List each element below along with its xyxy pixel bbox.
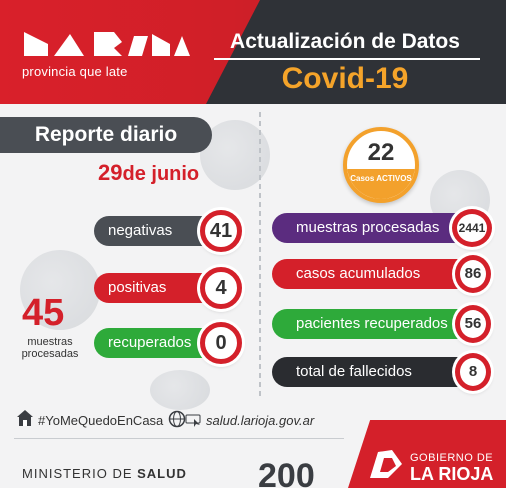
samples-count: 45 [22, 292, 65, 334]
ministry-prefix: MINISTERIO DE [22, 466, 138, 481]
total-pill-fallecidos: total de fallecidos [272, 357, 472, 387]
samples-label: muestras procesadas [21, 336, 79, 360]
daily-value-negativas: 41 [200, 210, 242, 252]
date-month: de junio [122, 163, 200, 185]
daily-value-positivas: 4 [200, 267, 242, 309]
daily-label: positivas [108, 279, 167, 296]
ministry-name: MINISTERIO DE SALUD [22, 466, 187, 481]
daily-label: recuperados [108, 334, 192, 351]
total-label: total de fallecidos [296, 363, 412, 380]
ministry-bold: SALUD [137, 466, 187, 481]
header-banner [0, 0, 506, 104]
header-dark-panel [206, 0, 506, 104]
column-divider [259, 112, 261, 397]
gobierno-name: LA RIOJA [410, 464, 494, 484]
la-rioja-logo: provincia que late [22, 26, 192, 82]
total-pill-casos: casos acumulados [272, 259, 472, 289]
virus-decoration [150, 370, 210, 410]
active-cases-label: Casos ACTIVOS [347, 169, 415, 199]
total-value-casos: 86 [455, 255, 491, 293]
gobierno-logo-icon [370, 450, 402, 478]
title-underline [214, 58, 480, 60]
report-title: Reporte diario [0, 117, 212, 153]
footer-divider [14, 438, 344, 439]
globe-icon [168, 410, 201, 428]
active-cases-badge: 22 Casos ACTIVOS [343, 127, 419, 203]
la-rioja-logo-mark-icon [24, 32, 190, 56]
total-value-fallecidos: 8 [455, 353, 491, 391]
date-day: 29 [98, 160, 123, 185]
total-label: pacientes recuperados [296, 315, 448, 332]
hashtag: #YoMeQuedoEnCasa [38, 413, 164, 428]
total-label: casos acumulados [296, 265, 421, 282]
report-date: 29de junio [98, 160, 199, 186]
anniversary-logo: 200 [258, 457, 315, 488]
house-icon [17, 410, 33, 426]
total-pill-recuperados: pacientes recuperados [272, 309, 472, 339]
website-link[interactable]: salud.larioja.gov.ar [206, 413, 315, 428]
gobierno-label: GOBIERNO DE [410, 452, 494, 464]
tagline: provincia que late [22, 64, 128, 79]
daily-value-recuperados: 0 [200, 322, 242, 364]
total-value-muestras: 2441 [452, 209, 492, 247]
virus-decoration [20, 250, 100, 330]
page-subtitle: Covid-19 [281, 62, 409, 95]
total-label: muestras procesadas [296, 219, 440, 236]
page-title: Actualización de Datos [230, 30, 460, 53]
daily-label: negativas [108, 222, 173, 239]
total-pill-muestras: muestras procesadas [272, 213, 472, 243]
active-cases-value: 22 [367, 139, 395, 166]
total-value-recuperados: 56 [455, 305, 491, 343]
